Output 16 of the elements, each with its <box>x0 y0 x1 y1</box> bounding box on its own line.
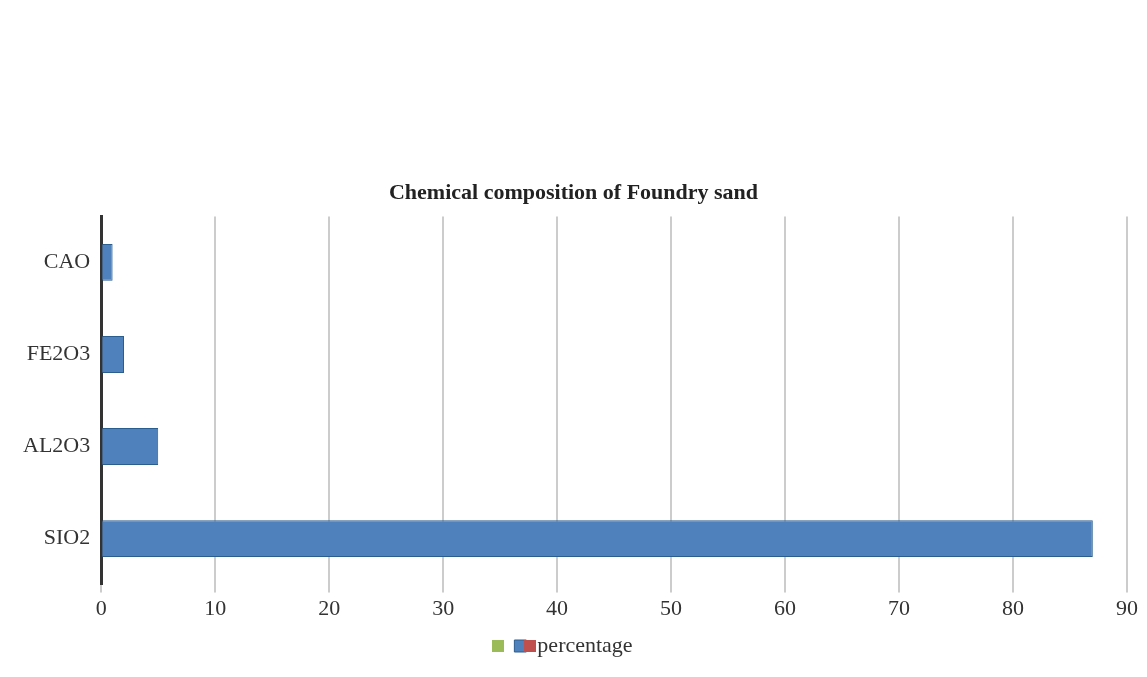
legend-label: percentage <box>537 631 633 657</box>
x-tick-label: 70 <box>888 594 911 620</box>
chart-title: Chemical composition of Foundry sand <box>388 178 759 204</box>
y-tick-label: FE2O3 <box>26 340 91 366</box>
x-tick-label: 90 <box>1116 594 1138 620</box>
x-tick-label: 30 <box>432 594 455 620</box>
y-tick-label: AL2O3 <box>23 432 91 458</box>
x-tick-label: 80 <box>1002 594 1025 620</box>
x-tick-label: 20 <box>318 594 341 620</box>
x-tick-label: 10 <box>204 594 227 620</box>
x-tick-label: 60 <box>774 594 797 620</box>
x-tick-label: 40 <box>546 594 569 620</box>
y-tick-label: SIO2 <box>43 524 91 550</box>
x-tick-label: 50 <box>660 594 683 620</box>
x-tick-label: 0 <box>95 594 107 620</box>
y-tick-label: CAO <box>43 248 91 274</box>
